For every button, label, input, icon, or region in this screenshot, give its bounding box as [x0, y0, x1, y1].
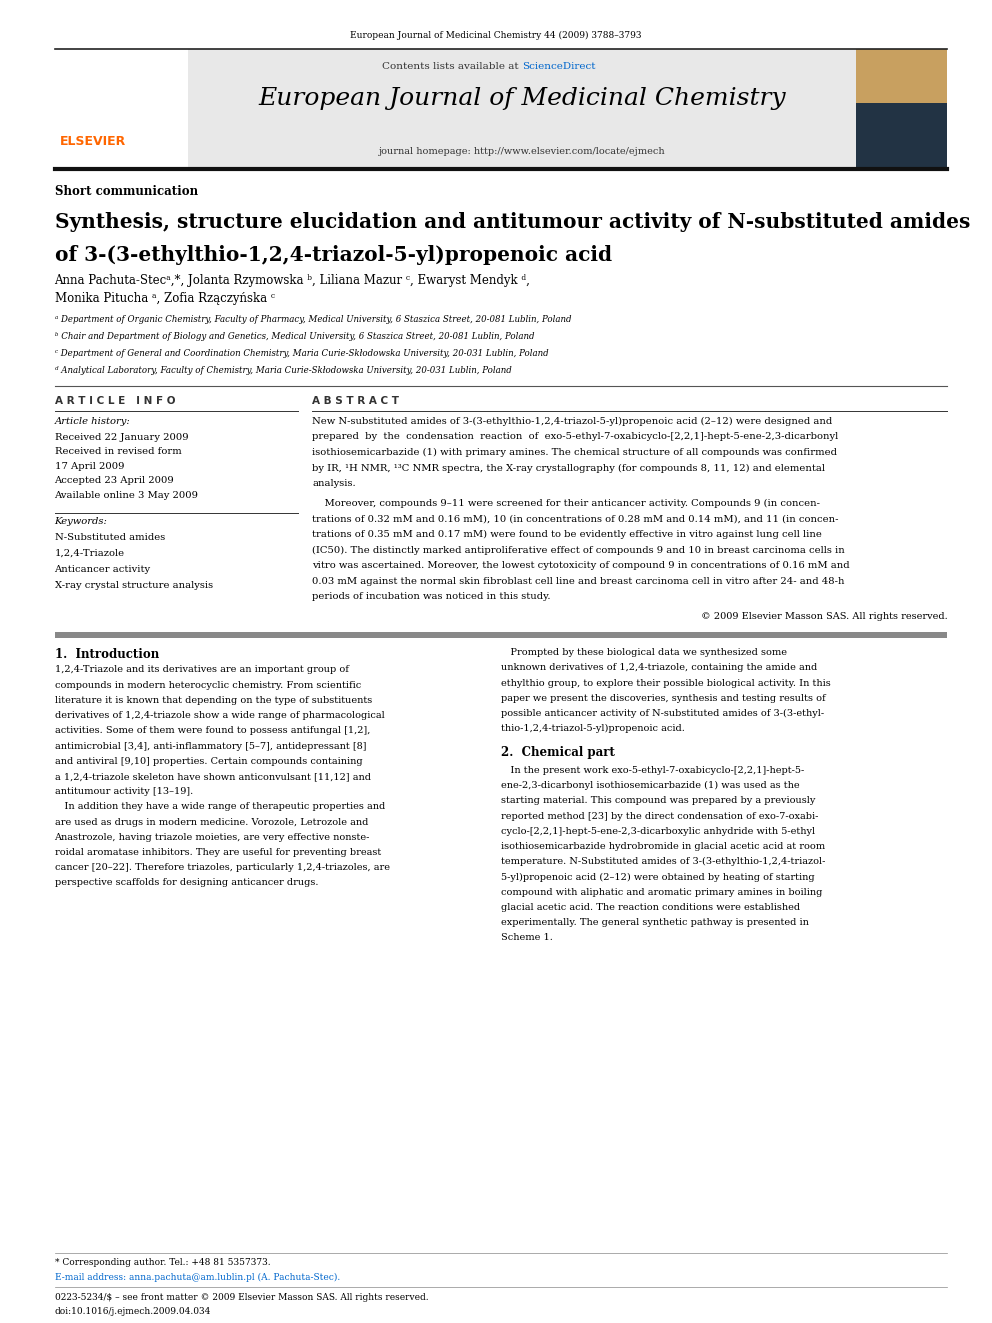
- Text: possible anticancer activity of N-substituted amides of 3-(3-ethyl-: possible anticancer activity of N-substi…: [501, 709, 824, 718]
- Text: * Corresponding author. Tel.: +48 81 5357373.: * Corresponding author. Tel.: +48 81 535…: [55, 1258, 270, 1267]
- Text: (IC50). The distinctly marked antiproliferative effect of compounds 9 and 10 in : (IC50). The distinctly marked antiprolif…: [312, 545, 845, 554]
- Text: Received 22 January 2009: Received 22 January 2009: [55, 433, 188, 442]
- Text: literature it is known that depending on the type of substituents: literature it is known that depending on…: [55, 696, 372, 705]
- Text: analysis.: analysis.: [312, 479, 356, 488]
- Text: paper we present the discoveries, synthesis and testing results of: paper we present the discoveries, synthe…: [501, 693, 825, 703]
- Text: trations of 0.32 mM and 0.16 mM), 10 (in concentrations of 0.28 mM and 0.14 mM),: trations of 0.32 mM and 0.16 mM), 10 (in…: [312, 515, 839, 524]
- Text: ScienceDirect: ScienceDirect: [522, 62, 596, 71]
- Text: Moreover, compounds 9–11 were screened for their anticancer activity. Compounds : Moreover, compounds 9–11 were screened f…: [312, 499, 820, 508]
- Text: glacial acetic acid. The reaction conditions were established: glacial acetic acid. The reaction condit…: [501, 902, 801, 912]
- Text: and antiviral [9,10] properties. Certain compounds containing: and antiviral [9,10] properties. Certain…: [55, 757, 362, 766]
- Text: ᵇ Chair and Department of Biology and Genetics, Medical University, 6 Staszica S: ᵇ Chair and Department of Biology and Ge…: [55, 332, 534, 341]
- Text: 2.  Chemical part: 2. Chemical part: [501, 746, 615, 759]
- Text: by IR, ¹H NMR, ¹³C NMR spectra, the X-ray crystallography (for compounds 8, 11, : by IR, ¹H NMR, ¹³C NMR spectra, the X-ra…: [312, 463, 825, 472]
- Text: Scheme 1.: Scheme 1.: [501, 933, 553, 942]
- Text: temperature. N-Substituted amides of 3-(3-ethylthio-1,2,4-triazol-: temperature. N-Substituted amides of 3-(…: [501, 857, 825, 867]
- Text: N-Substituted amides: N-Substituted amides: [55, 533, 165, 542]
- Text: compound with aliphatic and aromatic primary amines in boiling: compound with aliphatic and aromatic pri…: [501, 888, 822, 897]
- Text: ᶜ Department of General and Coordination Chemistry, Maria Curie-Skłodowska Unive: ᶜ Department of General and Coordination…: [55, 349, 549, 359]
- Text: reported method [23] by the direct condensation of exo-7-oxabi-: reported method [23] by the direct conde…: [501, 811, 818, 820]
- Text: Prompted by these biological data we synthesized some: Prompted by these biological data we syn…: [501, 648, 787, 658]
- Text: cancer [20–22]. Therefore triazoles, particularly 1,2,4-triazoles, are: cancer [20–22]. Therefore triazoles, par…: [55, 864, 390, 872]
- Text: antimicrobial [3,4], anti-inflammatory [5–7], antidepressant [8]: antimicrobial [3,4], anti-inflammatory […: [55, 741, 366, 750]
- Text: ᵃ Department of Organic Chemistry, Faculty of Pharmacy, Medical University, 6 St: ᵃ Department of Organic Chemistry, Facul…: [55, 315, 571, 324]
- Text: Synthesis, structure elucidation and antitumour activity of N-substituted amides: Synthesis, structure elucidation and ant…: [55, 212, 970, 232]
- Text: journal homepage: http://www.elsevier.com/locate/ejmech: journal homepage: http://www.elsevier.co…: [379, 147, 666, 156]
- Text: European Journal of Medicinal Chemistry: European Journal of Medicinal Chemistry: [259, 87, 786, 110]
- Text: Anticancer activity: Anticancer activity: [55, 565, 151, 574]
- Text: trations of 0.35 mM and 0.17 mM) were found to be evidently effective in vitro a: trations of 0.35 mM and 0.17 mM) were fo…: [312, 531, 822, 538]
- Text: 0223-5234/$ – see front matter © 2009 Elsevier Masson SAS. All rights reserved.: 0223-5234/$ – see front matter © 2009 El…: [55, 1293, 429, 1302]
- Text: vitro was ascertained. Moreover, the lowest cytotoxicity of compound 9 in concen: vitro was ascertained. Moreover, the low…: [312, 561, 850, 570]
- Text: ene-2,3-dicarbonyl isothiosemicarbazide (1) was used as the: ene-2,3-dicarbonyl isothiosemicarbazide …: [501, 781, 800, 790]
- Text: isothiosemicarbazide hydrobromide in glacial acetic acid at room: isothiosemicarbazide hydrobromide in gla…: [501, 841, 825, 851]
- Text: periods of incubation was noticed in this study.: periods of incubation was noticed in thi…: [312, 593, 551, 602]
- Text: Monika Pitucha ᵃ, Zofia Rzączyńska ᶜ: Monika Pitucha ᵃ, Zofia Rzączyńska ᶜ: [55, 292, 275, 306]
- Text: ethylthio group, to explore their possible biological activity. In this: ethylthio group, to explore their possib…: [501, 679, 830, 688]
- Text: X-ray crystal structure analysis: X-ray crystal structure analysis: [55, 581, 212, 590]
- Text: ᵈ Analytical Laboratory, Faculty of Chemistry, Maria Curie-Skłodowska University: ᵈ Analytical Laboratory, Faculty of Chem…: [55, 366, 511, 376]
- Text: New N-substituted amides of 3-(3-ethylthio-1,2,4-triazol-5-yl)propenoic acid (2–: New N-substituted amides of 3-(3-ethylth…: [312, 417, 832, 426]
- Text: ELSEVIER: ELSEVIER: [60, 135, 126, 148]
- Text: Anna Pachuta-Stecᵃ,*, Jolanta Rzymowska ᵇ, Liliana Mazur ᶜ, Ewaryst Mendyk ᵈ,: Anna Pachuta-Stecᵃ,*, Jolanta Rzymowska …: [55, 274, 531, 287]
- Text: cyclo-[2,2,1]-hept-5-ene-2,3-dicarboxylic anhydride with 5-ethyl: cyclo-[2,2,1]-hept-5-ene-2,3-dicarboxyli…: [501, 827, 815, 836]
- Text: Received in revised form: Received in revised form: [55, 447, 182, 456]
- Text: 0.03 mM against the normal skin fibroblast cell line and breast carcinoma cell i: 0.03 mM against the normal skin fibrobla…: [312, 577, 845, 586]
- Text: unknown derivatives of 1,2,4-triazole, containing the amide and: unknown derivatives of 1,2,4-triazole, c…: [501, 664, 817, 672]
- Text: a 1,2,4-triazole skeleton have shown anticonvulsant [11,12] and: a 1,2,4-triazole skeleton have shown ant…: [55, 773, 371, 781]
- Text: doi:10.1016/j.ejmech.2009.04.034: doi:10.1016/j.ejmech.2009.04.034: [55, 1307, 211, 1316]
- Text: Available online 3 May 2009: Available online 3 May 2009: [55, 491, 198, 500]
- Text: Anastrozole, having triazole moieties, are very effective nonste-: Anastrozole, having triazole moieties, a…: [55, 833, 370, 841]
- Bar: [55, 49, 188, 169]
- Text: roidal aromatase inhibitors. They are useful for preventing breast: roidal aromatase inhibitors. They are us…: [55, 848, 381, 857]
- Text: © 2009 Elsevier Masson SAS. All rights reserved.: © 2009 Elsevier Masson SAS. All rights r…: [700, 613, 947, 620]
- Text: isothiosemicarbazide (1) with primary amines. The chemical structure of all comp: isothiosemicarbazide (1) with primary am…: [312, 448, 837, 456]
- Text: starting material. This compound was prepared by a previously: starting material. This compound was pre…: [501, 796, 815, 806]
- Bar: [856, 49, 947, 169]
- Text: Keywords:: Keywords:: [55, 517, 107, 527]
- Text: 1,2,4-Triazole and its derivatives are an important group of: 1,2,4-Triazole and its derivatives are a…: [55, 665, 348, 675]
- Text: In the present work exo-5-ethyl-7-oxabicyclo-[2,2,1]-hept-5-: In the present work exo-5-ethyl-7-oxabic…: [501, 766, 805, 775]
- Text: prepared  by  the  condensation  reaction  of  exo-5-ethyl-7-oxabicyclo-[2,2,1]-: prepared by the condensation reaction of…: [312, 433, 838, 442]
- Text: A B S T R A C T: A B S T R A C T: [312, 396, 400, 406]
- Text: perspective scaffolds for designing anticancer drugs.: perspective scaffolds for designing anti…: [55, 878, 318, 888]
- Text: A R T I C L E   I N F O: A R T I C L E I N F O: [55, 396, 175, 406]
- Text: compounds in modern heterocyclic chemistry. From scientific: compounds in modern heterocyclic chemist…: [55, 680, 361, 689]
- Text: Accepted 23 April 2009: Accepted 23 April 2009: [55, 476, 175, 486]
- Text: are used as drugs in modern medicine. Vorozole, Letrozole and: are used as drugs in modern medicine. Vo…: [55, 818, 368, 827]
- Text: In addition they have a wide range of therapeutic properties and: In addition they have a wide range of th…: [55, 802, 385, 811]
- Text: of 3-(3-ethylthio-1,2,4-triazol-5-yl)propenoic acid: of 3-(3-ethylthio-1,2,4-triazol-5-yl)pro…: [55, 245, 612, 265]
- Text: experimentally. The general synthetic pathway is presented in: experimentally. The general synthetic pa…: [501, 918, 808, 927]
- Bar: [188, 49, 856, 169]
- Text: 5-yl)propenoic acid (2–12) were obtained by heating of starting: 5-yl)propenoic acid (2–12) were obtained…: [501, 872, 814, 881]
- Text: E-mail address: anna.pachuta@am.lublin.pl (A. Pachuta-Stec).: E-mail address: anna.pachuta@am.lublin.p…: [55, 1273, 340, 1282]
- Text: Article history:: Article history:: [55, 417, 130, 426]
- Text: derivatives of 1,2,4-triazole show a wide range of pharmacological: derivatives of 1,2,4-triazole show a wid…: [55, 712, 384, 720]
- Bar: [55, 632, 947, 638]
- Text: thio-1,2,4-triazol-5-yl)propenoic acid.: thio-1,2,4-triazol-5-yl)propenoic acid.: [501, 725, 684, 733]
- Text: 1,2,4-Triazole: 1,2,4-Triazole: [55, 549, 125, 558]
- Text: Contents lists available at: Contents lists available at: [382, 62, 522, 71]
- Text: 17 April 2009: 17 April 2009: [55, 462, 124, 471]
- Text: Short communication: Short communication: [55, 185, 197, 198]
- Text: European Journal of Medicinal Chemistry 44 (2009) 3788–3793: European Journal of Medicinal Chemistry …: [350, 30, 642, 40]
- Bar: [856, 103, 947, 169]
- Text: antitumour activity [13–19].: antitumour activity [13–19].: [55, 787, 192, 796]
- Text: activities. Some of them were found to possess antifungal [1,2],: activities. Some of them were found to p…: [55, 726, 370, 736]
- Text: 1.  Introduction: 1. Introduction: [55, 648, 159, 662]
